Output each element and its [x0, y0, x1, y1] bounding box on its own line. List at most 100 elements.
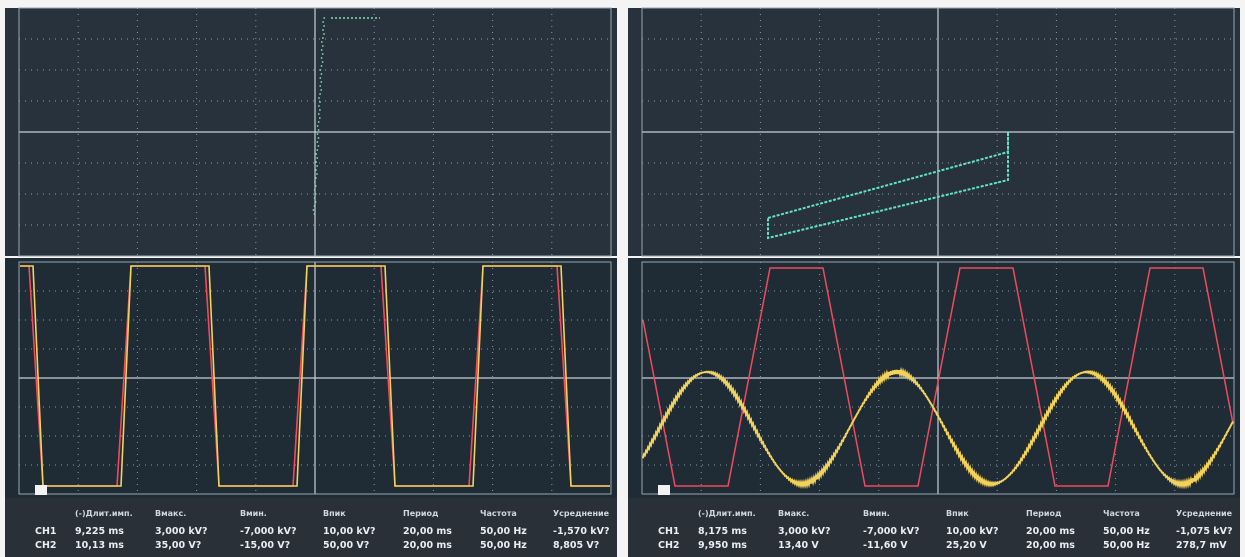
xy-dot	[320, 89, 323, 91]
measurement-value: 10,13 ms	[75, 540, 124, 551]
measurement-value: 3,000 kV?	[155, 526, 208, 537]
measurement-value: 50,00 Hz	[1103, 540, 1150, 551]
xy-dot	[316, 149, 319, 151]
channel-label: CH2	[658, 540, 680, 551]
xy-dot	[319, 101, 321, 103]
measurement-value: 9,225 ms	[75, 526, 124, 537]
measurement-header: Усреднение	[1176, 509, 1233, 518]
measurement-value: 25,20 V	[946, 540, 987, 551]
xy-dot	[313, 197, 316, 199]
measurement-value: 3,000 kV?	[778, 526, 831, 537]
measurement-value: 20,00 ms	[1026, 540, 1075, 551]
xy-dot	[314, 185, 317, 187]
xy-dot	[317, 113, 320, 115]
xy-dot	[319, 77, 322, 79]
xy-dot	[319, 109, 321, 111]
xy-dot	[319, 85, 322, 87]
xy-dot	[314, 193, 317, 195]
xy-dot	[322, 37, 324, 39]
measurement-value: -11,60 V	[863, 540, 908, 551]
measurement-value: 50,00 Hz	[480, 540, 527, 551]
measurement-value: 8,175 ms	[698, 526, 747, 537]
measurement-value: -7,000 kV?	[240, 526, 296, 537]
xy-dot	[322, 29, 324, 31]
xy-dot	[312, 209, 315, 211]
ground-marker	[658, 485, 670, 495]
xy-dot	[318, 117, 321, 119]
xy-dot	[315, 169, 317, 171]
ground-marker	[35, 485, 47, 495]
measurement-value: 50,00 V?	[323, 540, 369, 551]
measurement-value: 10,00 kV?	[323, 526, 376, 537]
measurement-header: Период	[1026, 509, 1062, 518]
measurement-value: 20,00 ms	[403, 540, 452, 551]
measurement-header: Вмин.	[863, 509, 890, 518]
measurement-header: Впик	[323, 509, 346, 518]
ch2-trace	[642, 366, 1234, 490]
xy-dot	[320, 41, 323, 43]
measurement-value: 10,00 kV?	[946, 526, 999, 537]
measurement-value: 20,00 ms	[1026, 526, 1075, 537]
measurement-header: Усреднение	[553, 509, 610, 518]
xy-dot	[323, 25, 325, 27]
measurement-header: Частота	[480, 509, 517, 518]
frame	[18, 261, 612, 495]
scope-screen: (-)Длит.имп. Вмакс. Вмин. Впик Период Частота…	[628, 7, 1240, 557]
measurement-value: 9,950 ms	[698, 540, 747, 551]
measurement-header: Период	[403, 509, 439, 518]
measurement-value: 8,805 V?	[553, 540, 599, 551]
measurement-bar	[5, 498, 617, 557]
measurement-header: Частота	[1103, 509, 1140, 518]
measurement-value: 50,00 Hz	[480, 526, 527, 537]
xy-dot	[313, 205, 316, 207]
xy-dot	[316, 133, 319, 135]
xy-dot	[323, 33, 325, 35]
measurement-header: (-)Длит.имп.	[698, 509, 756, 518]
xy-dot	[317, 137, 320, 139]
xy-dot	[320, 73, 323, 75]
xy-dot	[323, 17, 326, 19]
measurement-bar	[628, 498, 1240, 557]
xy-dot	[318, 97, 320, 99]
xy-dot	[319, 69, 322, 71]
xy-dot	[321, 61, 324, 63]
xy-dot	[316, 157, 319, 159]
xy-dot	[313, 189, 316, 191]
measurement-header: (-)Длит.имп.	[75, 509, 133, 518]
xy-dot	[317, 129, 320, 131]
xy-dot	[316, 173, 318, 175]
measurement-value: 278,7 mV	[1176, 540, 1227, 551]
ch2-trace	[20, 265, 610, 487]
xy-dot	[313, 213, 316, 215]
xy-dot	[316, 165, 318, 167]
measurement-value: -7,000 kV?	[863, 526, 919, 537]
channel-label: CH1	[35, 526, 57, 537]
measurement-value: 13,40 V	[778, 540, 819, 551]
xy-dot	[321, 53, 324, 55]
xy-dot	[316, 125, 319, 127]
measurement-value: 50,00 Hz	[1103, 526, 1150, 537]
measurement-value: 20,00 ms	[403, 526, 452, 537]
measurement-header: Впик	[946, 509, 969, 518]
xy-dot	[320, 81, 323, 83]
ch1-trace	[642, 267, 1234, 487]
xy-dot	[320, 65, 323, 67]
xy-dot	[320, 57, 323, 59]
scope-screen: (-)Длит.имп. Вмакс. Вмин. Впик Период Частота…	[5, 7, 617, 557]
measurement-header: Вмин.	[240, 509, 267, 518]
xy-dot	[315, 177, 317, 179]
xy-dot	[321, 45, 324, 47]
frame	[641, 7, 1235, 257]
measurement-value: 35,00 V?	[155, 540, 201, 551]
measurement-value: -15,00 V?	[240, 540, 290, 551]
measurement-value: -1,570 kV?	[553, 526, 609, 537]
xy-dot	[315, 153, 318, 155]
measurement-header: Вмакс.	[778, 509, 809, 518]
measurement-value: -1,075 kV?	[1176, 526, 1232, 537]
xy-dot	[319, 93, 321, 95]
xy-dot	[317, 145, 320, 147]
frame	[18, 7, 612, 257]
xy-loop	[767, 132, 1009, 240]
xy-dot	[320, 49, 323, 51]
measurement-header: Вмакс.	[155, 509, 186, 518]
